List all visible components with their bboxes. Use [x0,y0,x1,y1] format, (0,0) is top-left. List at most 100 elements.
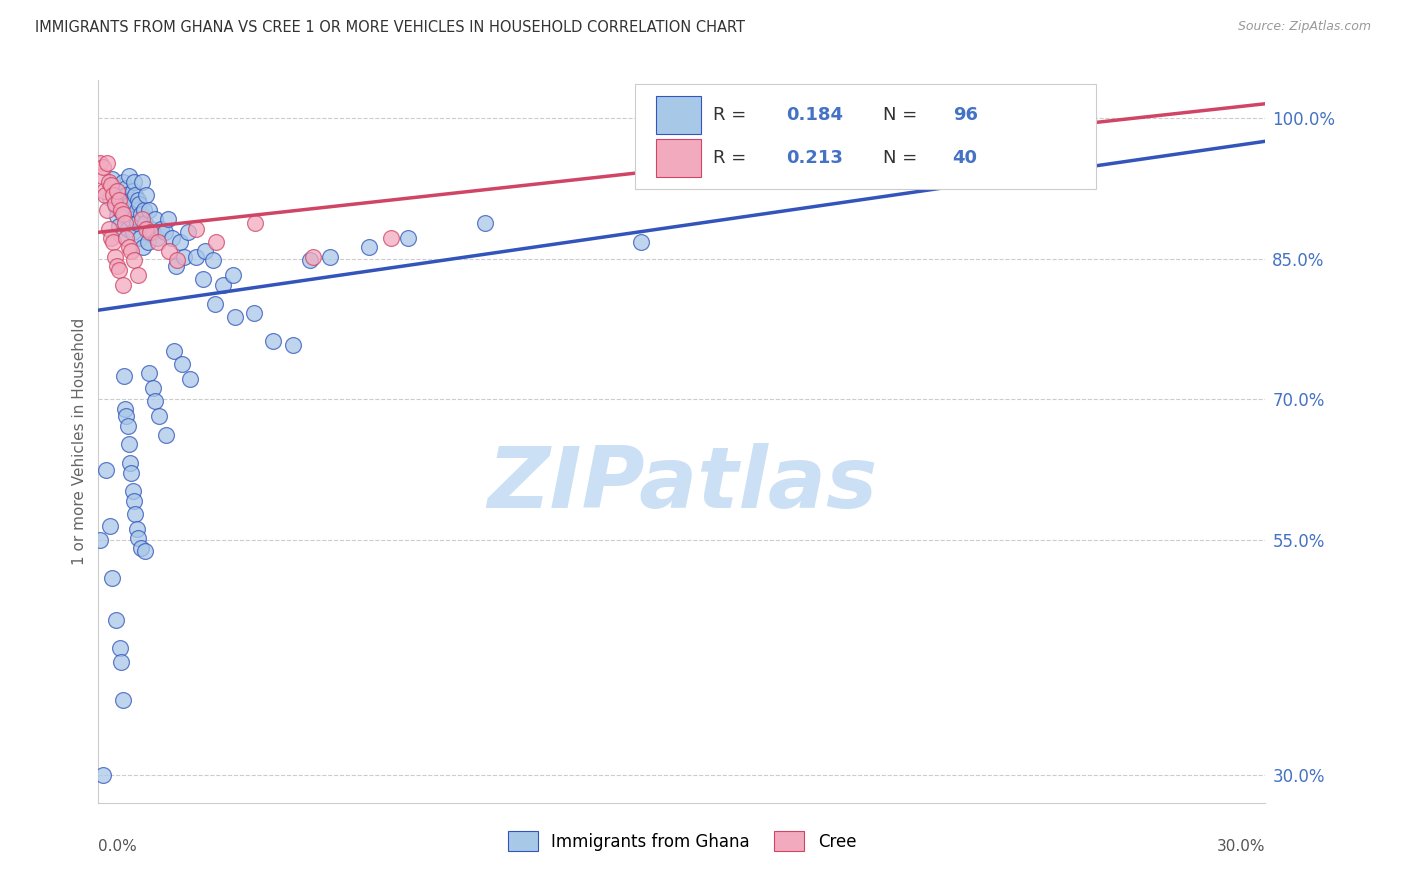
Text: Source: ZipAtlas.com: Source: ZipAtlas.com [1237,20,1371,33]
Point [101,171,124,186]
Point [110,202,132,217]
Point [104,195,127,210]
Point [124,507,146,521]
Point [302,250,325,264]
Point [111,206,134,220]
Point [129,231,152,245]
Point [103,235,125,249]
Point [91,160,114,174]
Point [243,306,266,320]
Text: R =: R = [713,106,752,124]
Point [96,156,118,170]
Point [104,613,127,627]
Point [153,225,176,239]
Point [98,190,121,204]
Point [121,466,143,480]
Point [127,194,149,208]
Point [108,202,131,217]
Point [136,235,159,249]
Point [105,259,128,273]
Text: 40: 40 [953,149,977,167]
Point [143,394,166,409]
Point [105,210,128,224]
Point [108,640,131,655]
Point [122,175,145,189]
Point [104,200,127,214]
Point [184,250,207,264]
Point [118,240,141,254]
Point [142,381,165,395]
Point [132,240,155,254]
Point [129,206,152,220]
Point [787,115,810,129]
Point [122,493,145,508]
Point [165,259,187,273]
Point [121,184,143,198]
Point [262,334,284,348]
FancyBboxPatch shape [657,96,700,134]
Point [100,178,122,193]
Point [120,456,142,470]
Point [205,235,228,249]
Point [96,202,118,217]
Point [115,409,138,424]
Point [98,175,121,189]
Point [94,187,117,202]
Point [179,372,201,386]
Point [224,310,246,324]
Point [204,296,226,310]
Point [149,221,172,235]
Point [89,156,111,170]
Point [110,655,132,669]
Text: N =: N = [883,106,922,124]
Point [177,225,200,239]
Point [115,231,138,245]
Text: 0.0%: 0.0% [98,838,138,854]
Point [105,184,128,198]
Point [194,244,217,258]
Point [135,187,157,202]
Text: 0.184: 0.184 [786,106,842,124]
Point [112,368,135,383]
Point [107,187,129,202]
Point [1060,109,1083,123]
Point [166,253,188,268]
Point [169,235,191,249]
Text: ZIPatlas: ZIPatlas [486,443,877,526]
Point [131,212,153,227]
Point [98,221,121,235]
Point [146,235,169,249]
Point [124,187,146,202]
Point [117,221,139,235]
Point [121,244,143,258]
Point [107,194,129,208]
Point [186,221,208,235]
Point [221,268,243,283]
Point [118,194,141,208]
Point [138,202,160,217]
Text: 96: 96 [953,106,977,124]
Point [114,216,136,230]
Point [91,767,114,781]
Point [117,418,139,433]
Point [98,519,121,533]
Point [103,187,125,202]
Point [118,437,141,451]
Point [474,216,496,230]
Point [122,225,145,239]
Point [107,262,129,277]
Point [107,219,129,233]
FancyBboxPatch shape [657,139,700,177]
Point [122,253,145,268]
Point [111,692,134,706]
Point [101,571,124,585]
Point [157,244,180,258]
Point [138,366,160,380]
Point [148,409,170,424]
Point [202,253,225,268]
Point [100,231,122,245]
Point [89,533,111,547]
Point [173,250,195,264]
Point [127,268,149,283]
Point [162,231,184,245]
